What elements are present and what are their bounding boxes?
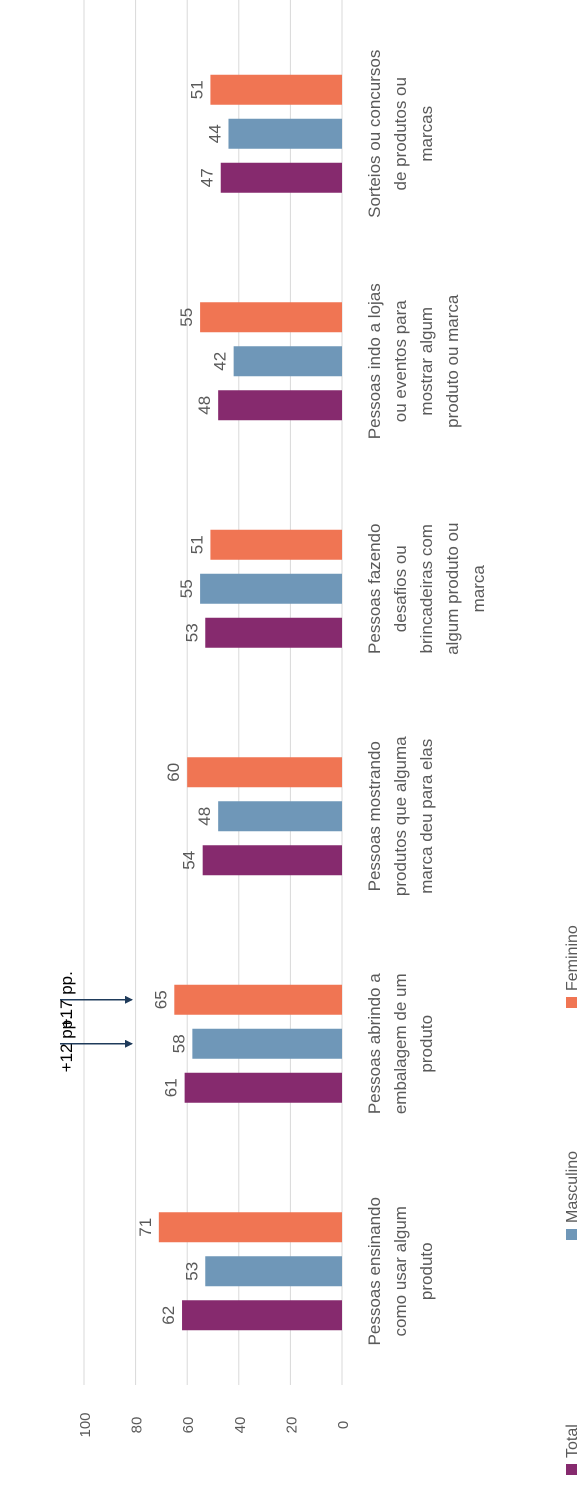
category-label: Pessoas indo a lojas ou eventos para mostr… (365, 283, 462, 439)
category-label-line: marca (469, 565, 488, 613)
value-tick-label: 80 (129, 1417, 146, 1434)
bar (202, 845, 342, 876)
data-label: 48 (195, 807, 214, 826)
category-label-line: Sorteios ou concursos (365, 50, 384, 218)
bar (187, 757, 342, 788)
category-label: Pessoas mostrando produtos que alguma marc… (365, 736, 436, 896)
bar (233, 346, 342, 377)
data-label: 61 (162, 1078, 181, 1097)
legend-swatch (566, 997, 577, 1008)
data-label: 53 (182, 1262, 201, 1281)
bars: 62 53 71 61 58 65 54 48 60 53 55 51 48 42 55 47 44 51 (136, 74, 342, 1331)
category-label-line: produto (417, 1015, 436, 1073)
category-label-line: produto ou marca (443, 294, 462, 428)
bar (218, 390, 342, 421)
bar (228, 118, 342, 149)
legend-label: Feminino (564, 925, 581, 991)
data-label: 51 (187, 535, 206, 554)
legend: Total Masculino Feminino (564, 925, 581, 1475)
category-label-line: ou eventos para (391, 300, 410, 422)
bar (158, 1212, 342, 1243)
legend-swatch (566, 1229, 577, 1240)
annotation-label: +17 pp. (57, 971, 76, 1028)
category-label: Pessoas abrindo a embalagem de um produto (365, 973, 436, 1114)
value-tick-label: 40 (232, 1417, 249, 1434)
category-label-line: Pessoas abrindo a (365, 973, 384, 1114)
category-label: Pessoas fazendo desafios ou brincadeiras c… (365, 523, 488, 655)
data-label: 65 (151, 990, 170, 1009)
bar (200, 573, 342, 604)
data-label: 55 (177, 308, 196, 327)
category-label-line: desafios ou (391, 545, 410, 632)
category-label-line: brincadeiras com (417, 524, 436, 653)
annotations: +12 pp.+17 pp. (57, 971, 133, 1072)
value-tick-label: 20 (283, 1417, 300, 1434)
category-label-line: Pessoas mostrando (365, 741, 384, 891)
value-tick-label: 100 (77, 1412, 94, 1437)
category-label: Sorteios ou concursos de produtos ou marca… (365, 50, 436, 218)
category-label-line: como usar algum (391, 1206, 410, 1336)
value-tick-label: 0 (335, 1421, 352, 1429)
data-label: 51 (187, 80, 206, 99)
category-label-line: Pessoas fazendo (365, 524, 384, 654)
bar (182, 1300, 342, 1331)
category-label-line: algum produto ou (443, 523, 462, 655)
category-axis: Pessoas ensinando como usar algum produtoP… (365, 50, 488, 1346)
bar (174, 984, 342, 1015)
category-label-line: marcas (417, 106, 436, 162)
legend-swatch (566, 1464, 577, 1475)
bar (184, 1072, 342, 1103)
category-label-line: Pessoas ensinando (365, 1197, 384, 1345)
bar (218, 801, 342, 832)
bar (210, 529, 342, 560)
category-label-line: embalagem de um (391, 973, 410, 1114)
data-label: 44 (205, 124, 224, 143)
bar (200, 302, 342, 333)
bar (205, 1256, 342, 1287)
category-label: Pessoas ensinando como usar algum produto (365, 1197, 436, 1345)
data-label: 58 (169, 1034, 188, 1053)
bar (210, 74, 342, 105)
gridlines (83, 0, 343, 1385)
legend-label: Masculino (564, 1151, 581, 1223)
category-label-line: marca deu para elas (417, 739, 436, 894)
data-label: 48 (195, 396, 214, 415)
data-label: 62 (159, 1306, 178, 1325)
category-label-line: produtos que alguma (391, 736, 410, 896)
bar (205, 617, 342, 648)
data-label: 42 (211, 352, 230, 371)
data-label: 47 (198, 168, 217, 187)
category-label-line: de produtos ou (391, 77, 410, 190)
data-label: 53 (182, 623, 201, 642)
data-label: 54 (180, 851, 199, 870)
category-label-line: produto (417, 1242, 436, 1300)
data-label: 55 (177, 579, 196, 598)
category-label-line: mostrar algum (417, 307, 436, 416)
category-label-line: Pessoas indo a lojas (365, 283, 384, 439)
bar (220, 162, 342, 193)
data-label: 60 (164, 763, 183, 782)
value-axis: 0 20 40 60 80 100 (77, 1412, 352, 1437)
value-tick-label: 60 (180, 1417, 197, 1434)
annotation-label: +12 pp. (57, 1015, 76, 1072)
data-label: 71 (136, 1218, 155, 1237)
bar (192, 1028, 342, 1059)
legend-label: Total (564, 1424, 581, 1458)
